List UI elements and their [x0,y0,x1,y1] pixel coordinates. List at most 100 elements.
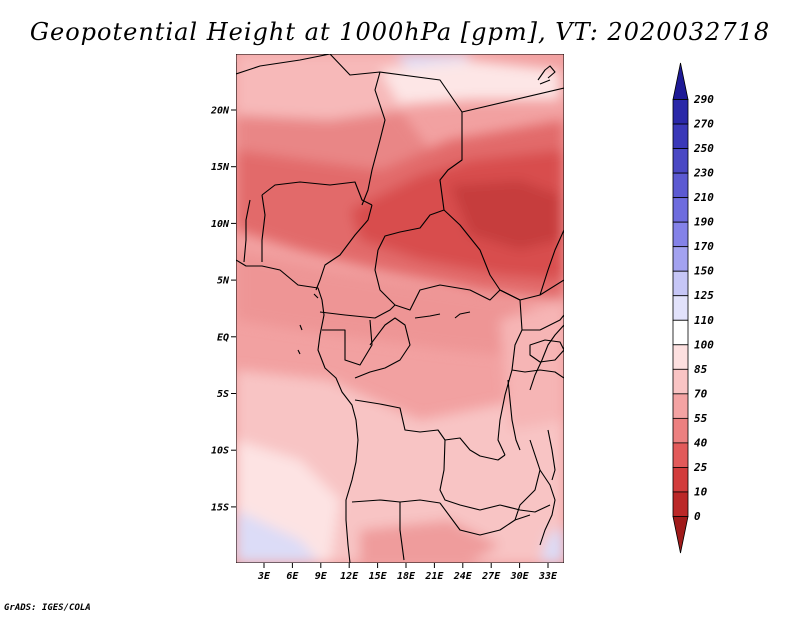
lon-label: 12E [340,571,359,582]
colorbar-segment [672,148,689,174]
colorbar-segment [672,221,689,248]
border-namibia-botswana [399,502,405,561]
colorbar-label: 125 [694,289,714,302]
lat-label: 5S [217,389,229,400]
colorbar-label: 290 [693,93,714,106]
lat-axis: 20N 15N 10N 5N EQ 5S 10S 15S [210,106,236,513]
border-sudan-ethiopia [539,229,564,296]
colorbar-label: 250 [693,142,714,155]
colorbar-segment [672,295,689,321]
colorbar-segment [672,442,689,468]
colorbar-label: 110 [694,314,714,327]
border-drc-angola [354,399,506,461]
lat-label: 5N [217,276,230,287]
colorbar-label: 0 [694,510,701,523]
field-southeast-blue [540,528,564,563]
field-sahel-core [450,180,560,250]
border-north [236,54,386,206]
colorbar-label: 100 [694,338,714,351]
colorbar-segment [672,319,689,346]
lat-label: 10N [211,219,230,230]
lon-label: 30E [510,571,530,582]
lon-label: 6E [286,571,299,582]
lat-label: 15S [211,502,229,513]
colorbar-label: 230 [693,167,714,180]
lon-label: 27E [481,571,501,582]
lon-label: 21E [424,571,444,582]
field-nw-pale [236,54,420,120]
colorbar-segment [672,368,689,395]
border-benin-togo [243,194,266,263]
colorbar-label: 170 [694,240,714,253]
field-top-white [380,60,560,105]
lat-label: 10S [211,446,229,457]
border-zimbabwe [499,504,551,513]
colorbar-segment [672,344,689,370]
coastline-red-sea [537,65,556,85]
colorbar-segment [672,270,689,297]
field-east-light [500,300,564,430]
colorbar-label: 190 [694,216,714,229]
colorbar-label: 150 [694,265,714,278]
map-panel [236,54,564,563]
colorbar-label: 70 [694,387,708,400]
colorbar-segment [672,172,689,199]
colorbar-segment [672,246,689,272]
lat-label: 15N [211,162,230,173]
border-tanzania-west [511,369,564,379]
field-southwest-blue [236,510,320,563]
colorbar-label: 85 [694,363,708,376]
colorbar-segment [672,491,689,517]
border-mozambique-coast [539,469,556,546]
border-congo [354,317,411,379]
border-egypt-sudan [461,87,564,113]
coastline-gulf-islands [297,293,319,355]
colorbar-segment [672,99,689,125]
lon-label: 9E [315,571,328,582]
coastline-east [529,324,564,391]
colorbar-bottom-arrow [672,516,689,554]
colorbar-label: 10 [694,485,708,498]
colorbar-label: 210 [693,191,714,204]
field-central [236,250,564,360]
border-zambia-south [439,502,531,536]
border-sudan-south [443,209,564,301]
lon-label: 3E [257,571,271,582]
colorbar-segment [672,123,689,149]
border-mozambique [514,439,541,521]
colorbar-segment [672,197,689,223]
border-angola-zambia [439,439,501,511]
lat-label: 20N [210,106,230,117]
colorbar-segment [672,467,689,493]
border-nigeria-north [261,181,373,206]
colorbar-label: 55 [694,412,708,425]
lat-label: EQ [217,332,229,343]
colorbar: 2902702502302101901701501251101008570554… [672,62,714,554]
lon-axis: 3E 6E 9E 12E 15E 18E 21E 24E 27E 30E 33E [257,563,558,582]
inland-water [414,311,471,319]
lake-malawi [547,429,556,481]
lake-tanganyika [507,379,521,451]
border-car [374,249,501,311]
colorbar-label: 40 [694,436,708,449]
colorbar-segment [672,393,689,419]
map-title: Geopotential Height at 1000hPa [gpm], VT… [29,18,771,46]
colorbar-top-arrow [672,62,689,100]
border-uganda-kenya [522,314,564,331]
border-nigeria-east [315,204,373,291]
lon-label: 24E [453,571,473,582]
border-cameroon-south [319,304,396,319]
colorbar-label: 25 [693,461,708,474]
border-libya-sudan [377,71,463,251]
footer-credit: GrADS: IGES/COLA [4,603,91,613]
border-gabon [322,319,373,366]
lake-victoria [529,339,564,363]
colorbar-label: 270 [693,118,714,131]
colorbar-segment [672,417,689,444]
lon-label: 33E [538,571,558,582]
lon-label: 15E [369,571,388,582]
country-borders [236,54,564,563]
coastline-west [236,62,359,563]
lon-label: 18E [397,571,416,582]
